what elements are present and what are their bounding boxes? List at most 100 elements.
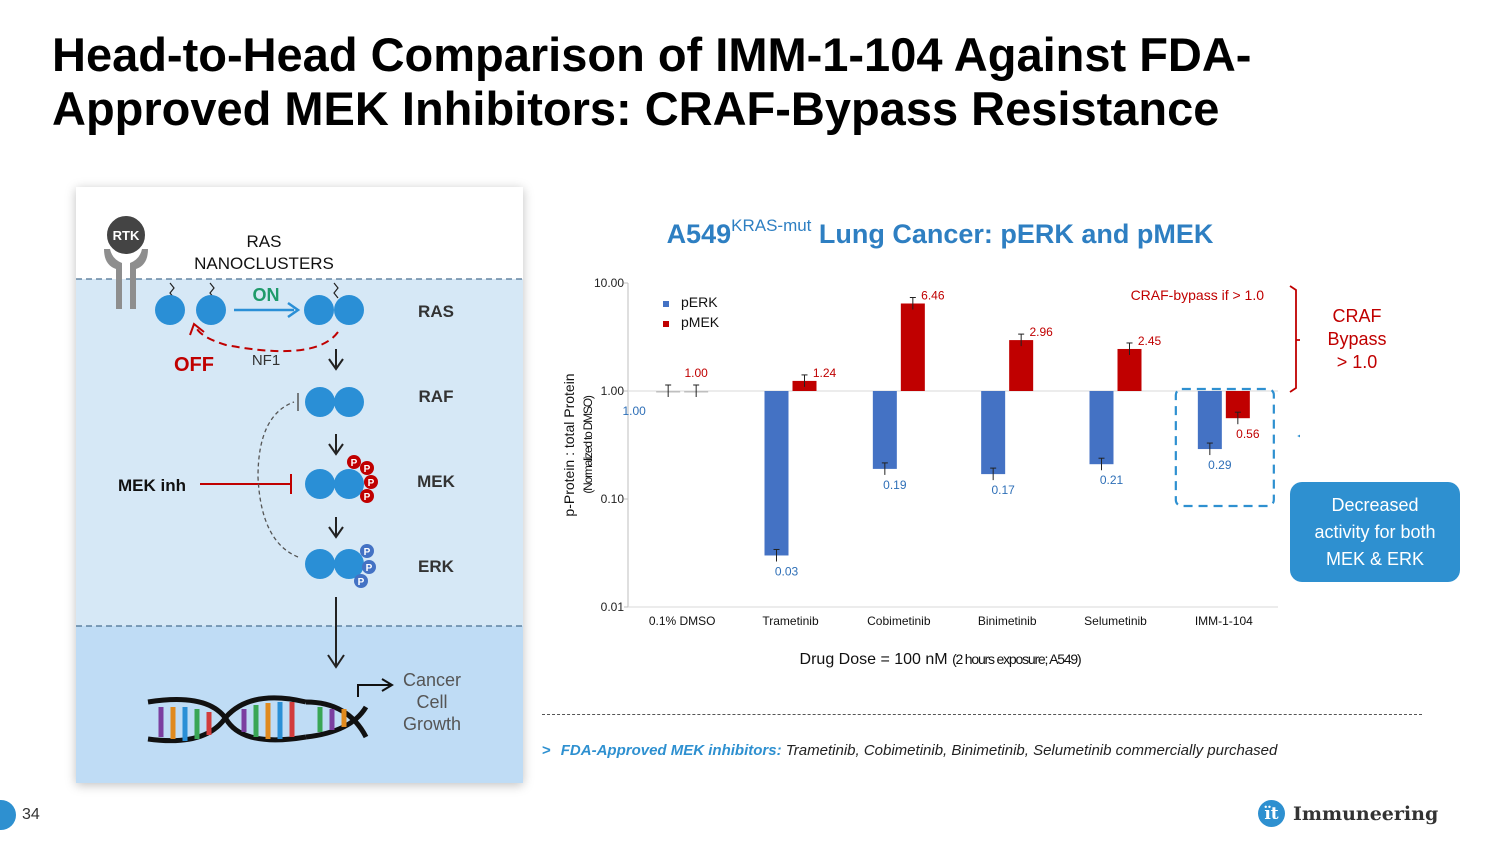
logo-mark-icon: ït	[1258, 800, 1285, 827]
svg-text:P: P	[368, 478, 375, 489]
craf-bypass-line2: Bypass	[1327, 329, 1387, 349]
cancer-label-3: Growth	[403, 714, 461, 734]
svg-text:P: P	[366, 563, 373, 574]
x-tick-label: Cobimetinib	[867, 614, 931, 628]
data-label-pmek: 6.46	[921, 288, 945, 302]
erk-phospho-groups: P P P	[354, 544, 376, 588]
page-number: 34	[22, 806, 40, 823]
ras-nanoclusters-label-1: RAS	[247, 232, 282, 251]
cytoplasm-bg	[76, 279, 523, 626]
y-tick-label: 0.01	[601, 600, 625, 614]
y-tick-label: 1.00	[601, 384, 625, 398]
data-label-pmek: 1.00	[684, 366, 708, 380]
arrow-erk-nucleus	[327, 597, 345, 669]
footnote-lead: FDA-Approved MEK inhibitors:	[560, 742, 782, 759]
data-label-perk: 0.17	[991, 483, 1015, 497]
mek-node-2	[334, 469, 364, 499]
logo-text: Immuneering	[1293, 802, 1439, 825]
craf-bypass-line1: CRAF	[1332, 306, 1382, 326]
craf-bypass-bracket	[1289, 285, 1300, 393]
svg-text:P: P	[358, 577, 365, 588]
bar-chart: 10.00 1.00 0.10 0.01 p-Protein : total Prote…	[561, 276, 1300, 668]
chart-title: A549KRAS-mut Lung Cancer: pERK and pMEK	[540, 216, 1340, 250]
bar-pmek	[900, 303, 925, 391]
bar-pmek	[1117, 348, 1142, 391]
y-tick-label: 0.10	[601, 492, 625, 506]
x-tick-label: Trametinib	[762, 614, 819, 628]
imm-highlight-box	[1174, 387, 1275, 508]
ras-off-node-1	[155, 295, 185, 325]
x-tick-label: Selumetinib	[1084, 614, 1147, 628]
x-axis-label-main: Drug Dose = 100 nM	[800, 651, 953, 668]
bar-perk	[1089, 391, 1114, 465]
bar-pmek	[1009, 340, 1034, 391]
slide-title: Head-to-Head Comparison of IMM-1-104 Aga…	[52, 28, 1452, 136]
craf-bypass-line3: > 1.0	[1336, 352, 1378, 372]
company-logo: ït Immuneering	[1258, 800, 1438, 827]
pathway-svg: RTK RAS NANOCLUSTERS ON OFF NF1 RAS RAF …	[76, 187, 523, 783]
arrow-mek-erk	[328, 517, 344, 539]
mek-phospho-groups: P P P P	[347, 455, 378, 503]
dna-helix	[147, 695, 369, 744]
ras-label: RAS	[418, 302, 454, 321]
ras-off-node-2	[196, 295, 226, 325]
data-label-pmek: 2.45	[1138, 334, 1162, 348]
cancer-label-1: Cancer	[403, 670, 461, 690]
callout-line1: Decreased	[1331, 494, 1419, 515]
footnote: > FDA-Approved MEK inhibitors: Trametinib…	[542, 742, 1277, 759]
callout-line2: activity for both	[1314, 521, 1436, 542]
data-label-perk: 1.00	[622, 404, 646, 418]
mek-node-1	[305, 469, 335, 499]
footnote-rest: Trametinib, Cobimetinib, Binimetinib, Se…	[781, 742, 1278, 759]
legend-label-pmek: pMEK	[681, 314, 720, 330]
bar-perk	[764, 391, 789, 556]
legend-label-perk: pERK	[681, 294, 718, 310]
data-label-pmek: 1.24	[813, 366, 837, 380]
data-label-perk: 0.19	[883, 478, 907, 492]
legend-swatch-perk	[663, 301, 669, 307]
y-tick-label: 10.00	[594, 276, 624, 290]
off-arrow	[195, 326, 339, 353]
craf-bypass-label: CRAF Bypass > 1.0	[1314, 305, 1400, 374]
raf-node-1	[305, 387, 335, 417]
ras-anchor-3	[333, 282, 339, 299]
nucleus-bg	[76, 626, 523, 783]
data-label-perk: 0.21	[1100, 473, 1124, 487]
bar-perk	[981, 391, 1006, 475]
membrane-top-bg	[76, 187, 523, 279]
bar-perk	[872, 391, 897, 469]
bar-perk	[1197, 391, 1222, 450]
x-axis-label: Drug Dose = 100 nM (2 hours exposure; A5…	[800, 651, 1081, 668]
erk-node-2	[334, 549, 364, 579]
rtk-receptor: RTK	[104, 214, 148, 309]
x-tick-label: Binimetinib	[978, 614, 1037, 628]
off-label: OFF	[174, 354, 214, 376]
chart-title-main: A549	[666, 219, 732, 249]
decreased-activity-callout: Decreased activity for both MEK & ERK	[1290, 482, 1460, 582]
raf-label: RAF	[419, 387, 454, 406]
data-label-perk: 0.29	[1208, 458, 1232, 472]
erk-node-1	[305, 549, 335, 579]
rtk-label: RTK	[113, 228, 140, 243]
mek-label: MEK	[417, 472, 456, 491]
data-label-pmek: 2.96	[1029, 325, 1053, 339]
y-axis-label: p-Protein : total Protein	[561, 373, 577, 516]
x-tick-label: 0.1% DMSO	[649, 614, 716, 628]
chevron-right-icon: >	[542, 742, 551, 759]
y-axis-sublabel: (Normalized to DMSO)	[581, 395, 595, 494]
on-arrow-head	[287, 301, 301, 319]
data-label-pmek: 0.56	[1236, 427, 1260, 441]
erk-label: ERK	[418, 557, 455, 576]
ras-nanoclusters-label-2: NANOCLUSTERS	[194, 254, 334, 273]
svg-text:P: P	[364, 464, 371, 475]
cancer-label-2: Cell	[416, 692, 447, 712]
chart-title-rest: Lung Cancer: pERK and pMEK	[811, 219, 1214, 249]
craf-bypass-annotation: CRAF-bypass if > 1.0	[1131, 287, 1265, 303]
svg-text:P: P	[351, 458, 358, 469]
transcription-arrow	[357, 678, 394, 697]
off-arrow-head	[189, 322, 205, 336]
arrow-raf-mek	[328, 434, 344, 456]
slide-title-line1: Head-to-Head Comparison of IMM-1-104 Aga…	[52, 28, 1252, 81]
legend-swatch-pmek	[663, 321, 669, 327]
pathway-diagram: RTK RAS NANOCLUSTERS ON OFF NF1 RAS RAF …	[76, 187, 523, 783]
